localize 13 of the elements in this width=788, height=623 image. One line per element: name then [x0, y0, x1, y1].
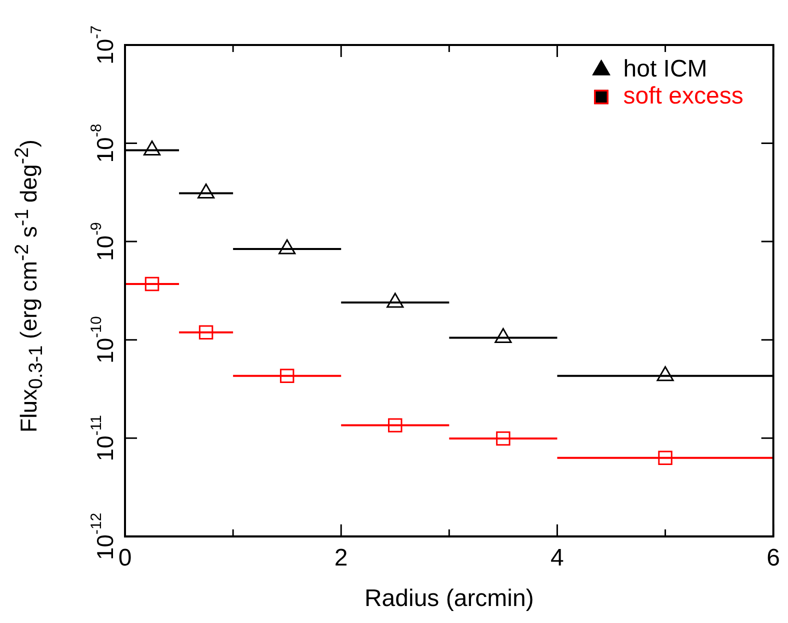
x-tick-label: 6: [766, 544, 780, 572]
x-tick-label: 4: [550, 544, 564, 572]
legend-label: soft excess: [623, 82, 744, 110]
y-tick-label: 10-9: [88, 222, 118, 262]
y-tick-label: 10-7: [88, 26, 118, 64]
x-axis-title: Radius (arcmin): [364, 585, 534, 612]
y-tick-label: 10-8: [88, 124, 118, 163]
legend-label: hot ICM: [623, 56, 708, 83]
x-tick-label: 0: [118, 544, 132, 572]
x-tick-label: 2: [334, 544, 348, 572]
y-tick-label: 10-10: [88, 316, 118, 364]
y-tick-label: 10-12: [88, 512, 118, 560]
y-tick-label: 10-11: [88, 415, 118, 462]
